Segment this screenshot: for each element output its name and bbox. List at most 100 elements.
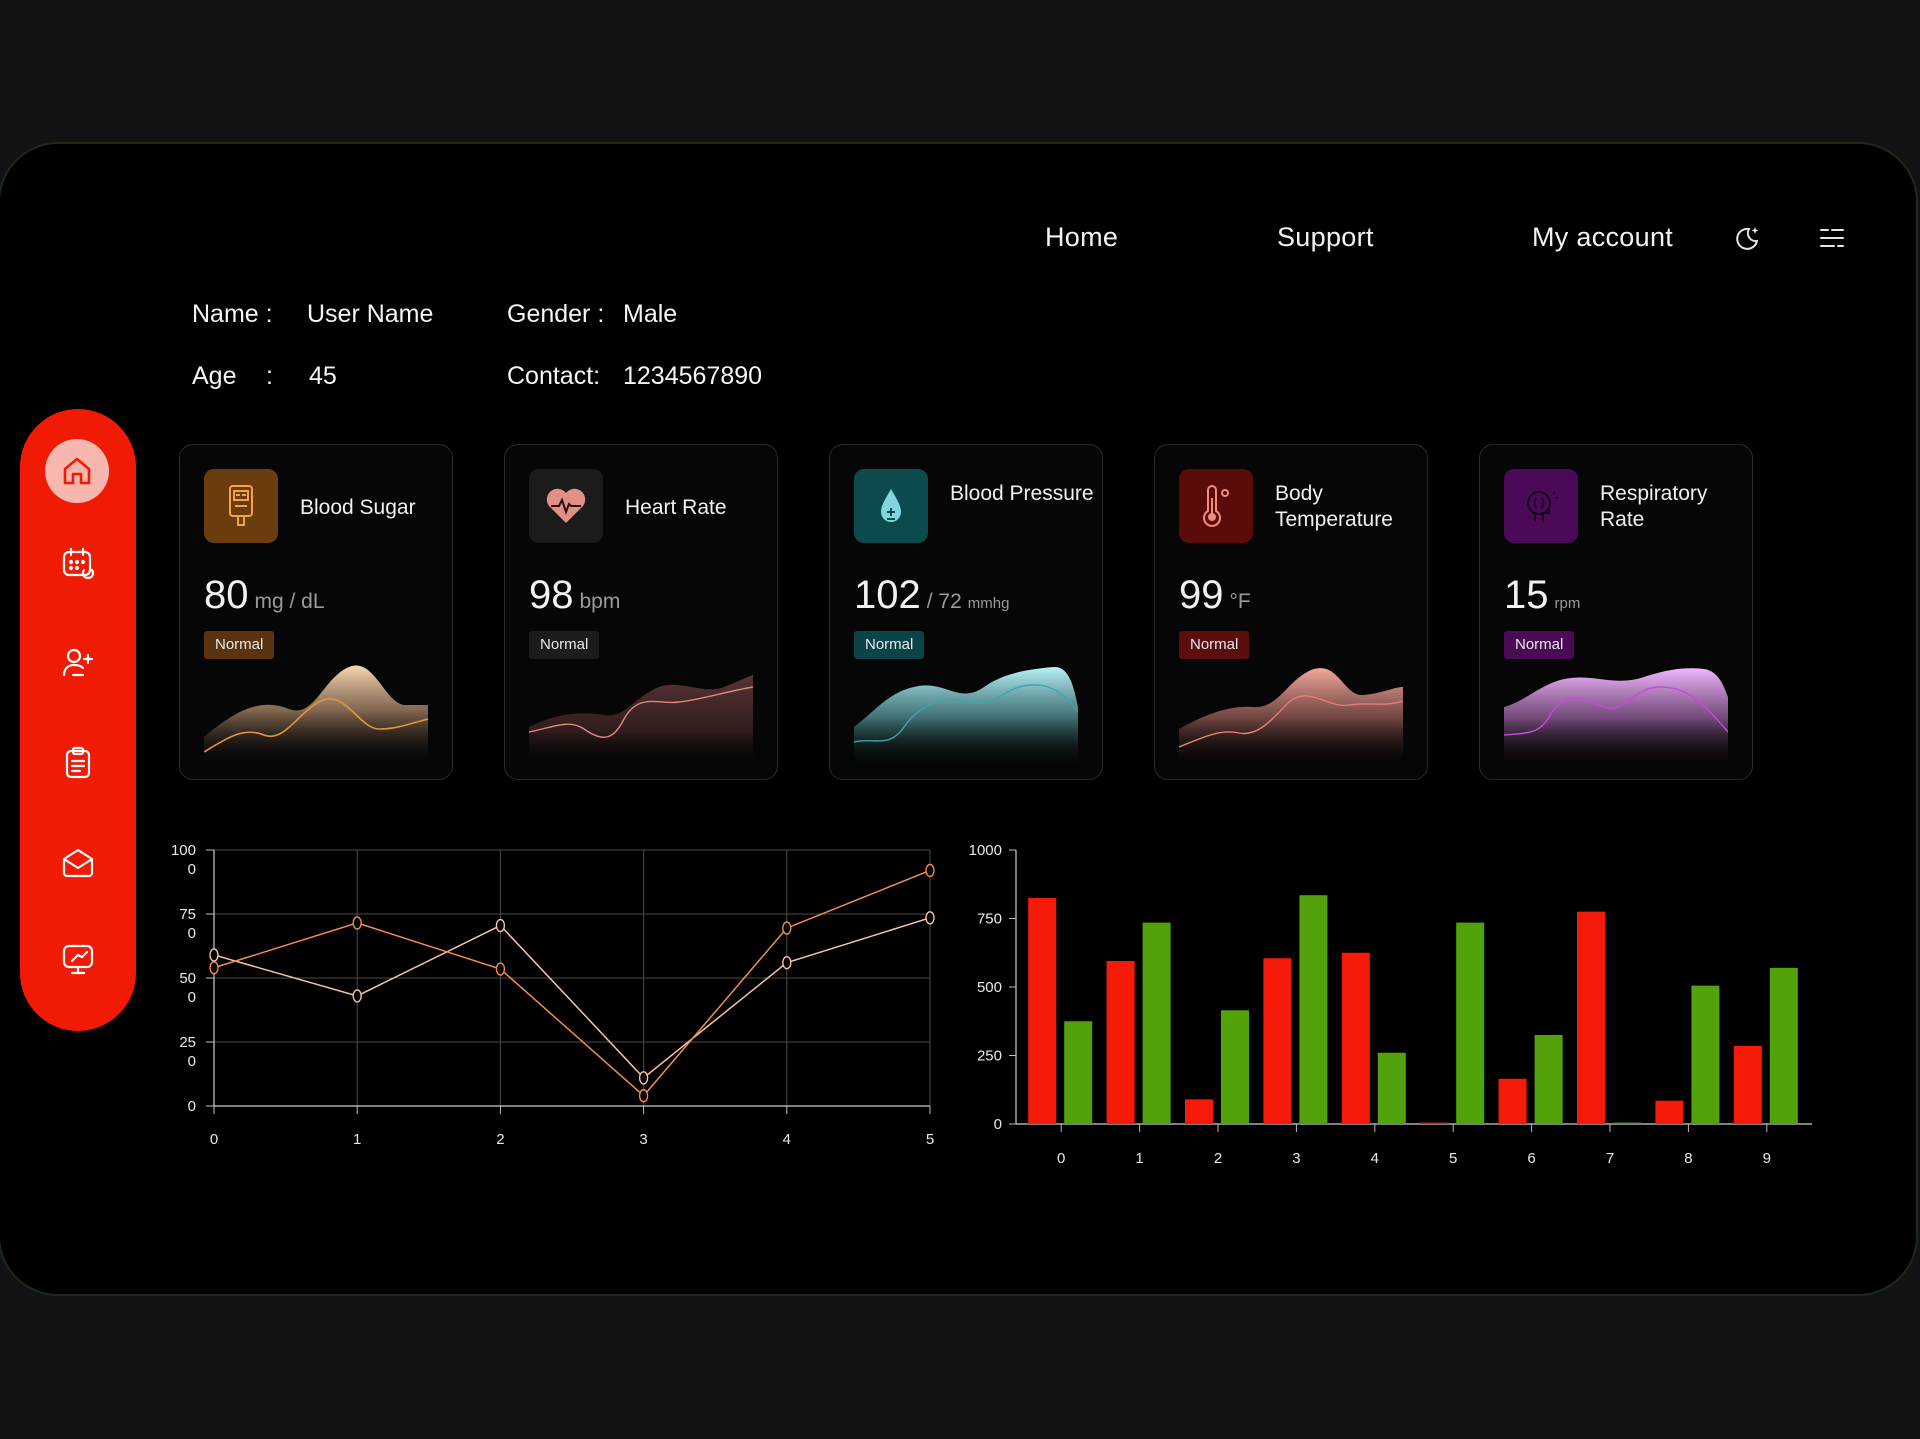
card-title: Heart Rate [625,496,727,519]
card-value: 99 °F [1179,573,1251,617]
add-user-icon [62,648,94,677]
home-icon [63,457,91,485]
x-tick-label: 5 [926,1131,934,1148]
status-badge: Normal [529,631,600,659]
data-point [782,955,792,970]
filter-menu-icon[interactable] [1818,224,1846,252]
line-chart: 0 25 0 50 0 75 0 100 0 0 1 2 3 4 5 [171,842,935,1148]
age-separator: : [266,362,273,390]
gender-value: Male [623,300,678,328]
data-point [209,961,219,975]
bar-green [1534,1034,1563,1124]
data-point [925,911,935,925]
monitor-icon [62,944,94,975]
sidebar-item-mail[interactable] [54,839,102,887]
status-badge: Normal [1179,631,1250,659]
y-tick-label: 500 [977,979,1002,996]
sidebar-item-monitor[interactable] [54,935,102,983]
x-tick-label: 5 [1449,1150,1457,1167]
y-tick-label: 250 [977,1048,1002,1065]
status-badge: Normal [1504,631,1575,659]
bar-green [1456,922,1485,1124]
bar-red [1028,897,1057,1124]
x-tick-label: 2 [496,1131,504,1148]
sidebar-item-add-user[interactable] [54,639,102,687]
contact-value: 1234567890 [623,362,763,390]
blood-pressure-card[interactable]: Blood Pressure 102/ 72 mmhg Normal [829,444,1103,780]
bar-green [1613,1122,1641,1124]
y-tick-label: 750 [977,911,1002,928]
bar-red [1185,1099,1213,1124]
x-tick-label: 8 [1684,1150,1692,1167]
bar-green [1691,985,1720,1124]
x-tick-label: 7 [1606,1150,1614,1167]
card-title: Body Temperature [1275,482,1393,531]
calendar-icon [62,547,95,580]
y-tick-label: 1000 [969,842,1002,859]
sidebar-item-calendar[interactable] [54,539,102,587]
card-title: Respiratory Rate [1600,482,1708,531]
card-value: 98 bpm [529,573,621,617]
bar-red [1733,1045,1762,1124]
y-tick-label: 0 [994,1116,1002,1133]
card-title: Blood Sugar [300,496,416,519]
x-tick-label: 0 [210,1131,218,1148]
card-value: 80 mg / dL [204,573,325,617]
x-tick-label: 0 [1057,1150,1065,1167]
status-badge: Normal [204,631,275,659]
blood-sugar-card[interactable]: Blood Sugar 80 mg / dL Normal [179,444,453,780]
nav-support-link[interactable]: Support [1277,222,1374,252]
data-point [352,989,362,1003]
age-value: 45 [309,362,337,390]
age-label: Age [192,362,237,390]
sidebar-item-home[interactable] [45,439,109,503]
data-point [209,948,219,962]
bar-green [1221,1010,1249,1124]
series-line [213,869,931,1097]
status-badge: Normal [854,631,925,659]
bar-red [1655,1100,1684,1124]
x-tick-label: 1 [1135,1150,1143,1167]
glucose-meter-icon [204,469,278,543]
x-tick-label: 2 [1214,1150,1222,1167]
water-drop-icon [854,469,928,543]
bar-red [1341,952,1370,1124]
x-tick-label: 1 [353,1131,361,1148]
series-line [213,917,931,1079]
bar-red [1106,960,1135,1124]
x-tick-label: 3 [1292,1150,1300,1167]
heart-rate-card[interactable]: Heart Rate 98 bpm Normal [504,444,778,780]
respiratory-rate-card[interactable]: Respiratory Rate 15 rpm Normal [1479,444,1753,780]
bar-green [1064,1021,1093,1124]
bar-green [1299,895,1328,1124]
name-value: User Name [307,300,434,328]
card-value: 15 rpm [1504,573,1581,617]
moon-icon[interactable] [1733,224,1761,252]
dashboard-window: Home Support My account Name : User Name… [0,144,1916,1294]
bar-chart: 0 250 500 750 1000 0 1 2 3 4 5 6 7 8 9 [969,842,1812,1167]
bar-green [1769,967,1798,1124]
sidebar-item-clipboard[interactable] [54,739,102,787]
data-point [638,1071,649,1085]
body-temperature-card[interactable]: Body Temperature 99 °F Normal [1154,444,1428,780]
heart-pulse-icon [529,469,603,543]
y-tick-label: 0 [188,1098,196,1115]
x-tick-label: 4 [783,1131,791,1148]
data-point [495,918,506,933]
card-title: Blood Pressure [950,482,1094,505]
bar-red [1577,911,1605,1124]
x-tick-label: 6 [1527,1150,1535,1167]
blood-pressure-sparkline [854,666,1078,769]
bar-red [1420,1122,1449,1124]
data-point [638,1089,649,1103]
mail-icon [62,848,94,878]
nav-home-link[interactable]: Home [1045,222,1119,252]
x-tick-label: 9 [1763,1150,1771,1167]
nav-my-account-link[interactable]: My account [1532,222,1674,252]
name-label: Name : [192,300,273,328]
data-point [925,863,935,878]
x-tick-label: 3 [639,1131,647,1148]
